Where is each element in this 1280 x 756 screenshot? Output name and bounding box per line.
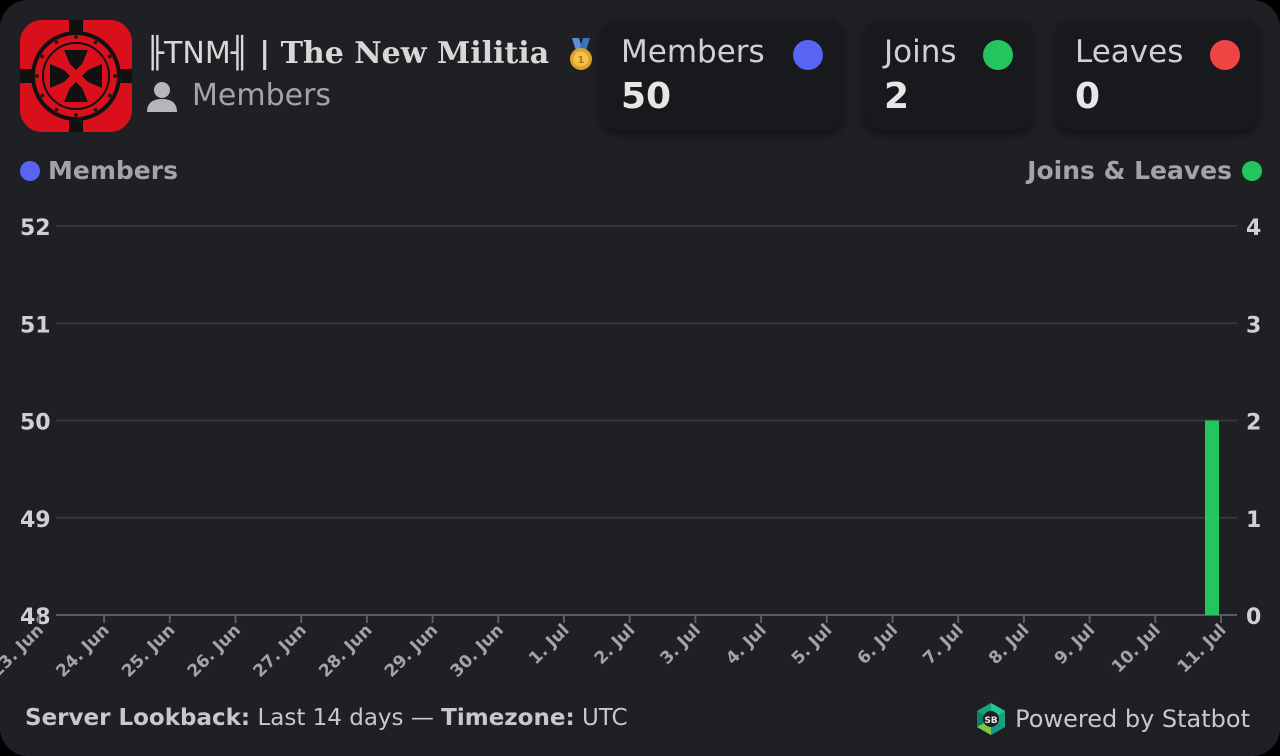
x-tick-label: 30. Jun xyxy=(447,620,508,681)
server-name-separator: | xyxy=(248,36,281,71)
lookback-label: Server Lookback: xyxy=(25,705,251,731)
footer-separator: — xyxy=(403,705,442,731)
y-right-tick-label: 1 xyxy=(1246,508,1261,533)
stat-leaves-value: 0 xyxy=(1075,76,1101,117)
stat-leaves-dot xyxy=(1210,40,1240,70)
timezone-label: Timezone: xyxy=(441,705,575,731)
x-tick-label: 10. Jul xyxy=(1108,620,1165,677)
server-title: The New Militia xyxy=(280,36,550,71)
x-tick-label: 24. Jun xyxy=(52,620,113,681)
statbot-logo-icon: SB xyxy=(977,703,1006,735)
legend-members-label: Members xyxy=(48,156,178,185)
x-tick-label: 3. Jul xyxy=(657,620,705,668)
y-left-tick-label: 49 xyxy=(20,508,51,533)
medal-icon: 1 xyxy=(569,38,592,70)
timezone-value: UTC xyxy=(581,705,628,731)
y-right-tick-label: 4 xyxy=(1246,216,1261,241)
x-tick-label: 2. Jul xyxy=(591,620,639,668)
legend-joins-leaves-label: Joins & Leaves xyxy=(1027,156,1232,185)
statbot-logo-text: SB xyxy=(985,716,998,726)
members-chart: 48 49 50 51 52 0 1 2 3 4 23. Jun 24. Jun 25. Jun 26. … xyxy=(0,216,1261,682)
y-right-tick-label: 0 xyxy=(1246,605,1261,630)
x-tick-label: 1. Jul xyxy=(525,620,573,668)
legend-joins-leaves-dot xyxy=(1242,160,1262,181)
x-tick-label: 5. Jul xyxy=(788,620,836,668)
x-tick-label: 6. Jul xyxy=(854,620,902,668)
stat-members-value: 50 xyxy=(621,76,672,117)
bar-joins xyxy=(1205,420,1219,615)
x-tick-label: 29. Jun xyxy=(381,620,442,681)
y-right-tick-label: 3 xyxy=(1246,313,1261,338)
lookback-value: Last 14 days xyxy=(257,705,404,731)
footer-info: Server Lookback: Last 14 days — Timezone… xyxy=(25,705,628,731)
x-tick-label: 4. Jul xyxy=(722,620,770,668)
x-tick-label: 26. Jun xyxy=(184,620,245,681)
stat-leaves-label: Leaves xyxy=(1075,34,1184,70)
x-tick-label: 25. Jun xyxy=(118,620,179,681)
legend-members-dot xyxy=(20,160,40,181)
stat-joins-value: 2 xyxy=(884,76,910,117)
subtitle-text: Members xyxy=(192,78,332,113)
x-tick-label: 8. Jul xyxy=(985,620,1033,668)
stat-leaves: Leaves 0 xyxy=(1055,20,1259,130)
server-name: ╟TNM╢ | The New Militia 1 xyxy=(146,36,596,72)
powered-by-text: Powered by Statbot xyxy=(1015,705,1250,733)
y-right-tick-label: 2 xyxy=(1246,411,1261,436)
stat-joins-dot xyxy=(983,40,1013,70)
y-left-tick-label: 50 xyxy=(20,411,51,436)
x-tick-label: 11. Jul xyxy=(1174,620,1231,677)
x-tick-label: 23. Jun xyxy=(0,620,48,681)
y-left-tick-label: 52 xyxy=(20,216,51,241)
stat-members-dot xyxy=(793,40,823,70)
y-left-tick-label: 51 xyxy=(20,313,51,338)
user-icon xyxy=(147,81,177,112)
stat-joins-label: Joins xyxy=(884,34,957,70)
stat-members-label: Members xyxy=(621,34,765,70)
x-tick-label: 7. Jul xyxy=(919,620,967,668)
legend-right: Joins & Leaves xyxy=(1027,156,1262,185)
legend-left: Members xyxy=(20,156,178,185)
page-subtitle: Members xyxy=(146,78,331,113)
x-tick-label: 9. Jul xyxy=(1051,620,1099,668)
y-left-tick-label: 48 xyxy=(20,605,51,630)
server-icon xyxy=(20,20,132,132)
x-tick-label: 27. Jun xyxy=(250,620,311,681)
stat-members: Members 50 xyxy=(601,20,844,130)
x-tick-label: 28. Jun xyxy=(315,620,376,681)
powered-by: SB Powered by Statbot xyxy=(975,702,1250,736)
stat-joins: Joins 2 xyxy=(864,20,1033,130)
svg-text:1: 1 xyxy=(577,55,584,66)
server-tag: ╟TNM╢ xyxy=(146,36,249,71)
